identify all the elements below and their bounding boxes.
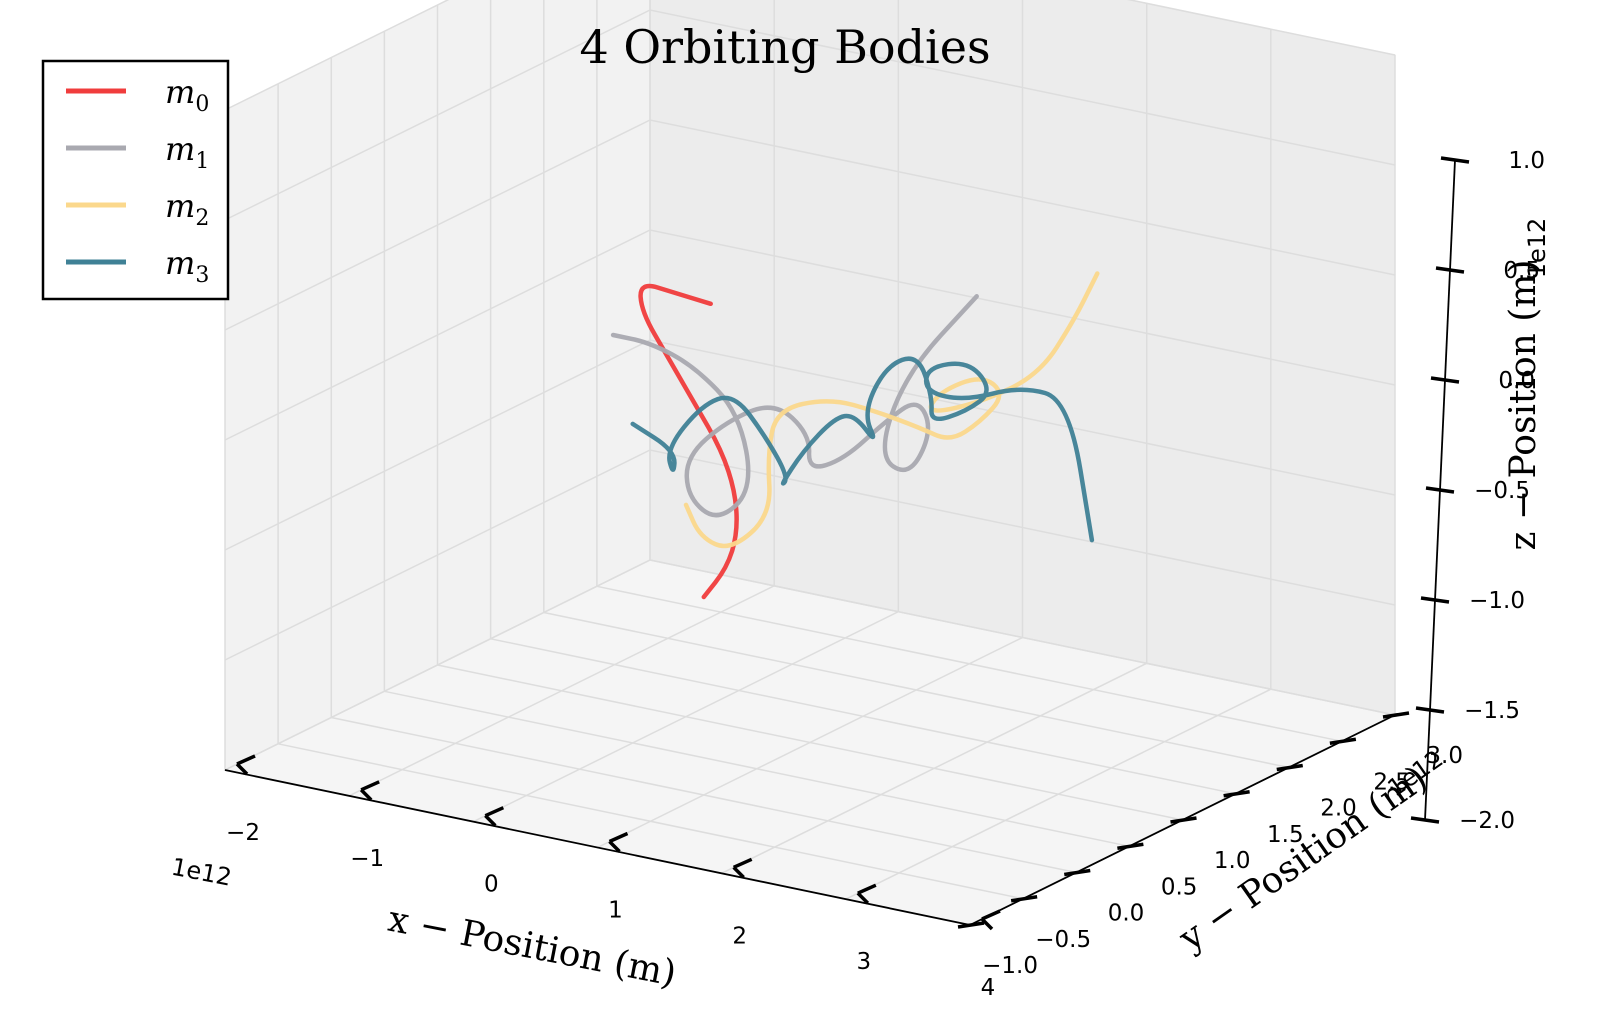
z-axis-label: z − Position (m) (1503, 260, 1544, 551)
y-tick-label: 2.5 (1373, 769, 1410, 795)
y-tick-label: 0.5 (1161, 874, 1198, 900)
x-tick-label: −1 (350, 846, 384, 872)
x-tick-label: 2 (732, 923, 747, 949)
series-line-m3 (630, 356, 1095, 543)
grid-line-z (224, 559, 1396, 771)
grid-line-z (224, 0, 1396, 111)
x-tick-inner (360, 780, 380, 792)
y-tick-label: −1.0 (982, 953, 1038, 979)
z-tick-label: −0.5 (1474, 478, 1530, 504)
y-tick-label: −0.5 (1035, 927, 1091, 953)
y-tick (1329, 737, 1357, 745)
y-tick (1010, 895, 1038, 903)
z-tick (1440, 156, 1470, 164)
x-tick-inner (484, 806, 505, 818)
y-tick-label: 2.0 (1320, 796, 1357, 822)
y-tick (1063, 868, 1091, 877)
y-tick-label: 0.0 (1108, 901, 1145, 927)
grid-line-z (224, 339, 1396, 551)
series-line-m2 (683, 271, 1100, 549)
y-tick-label: 1.0 (1214, 848, 1251, 874)
chart-title: 4 Orbiting Bodies (579, 20, 990, 74)
x-axis-label: x − Position (m) (385, 899, 680, 995)
x-tick-inner (981, 909, 1001, 921)
x-tick (732, 866, 745, 879)
grid-line-z (224, 229, 1396, 441)
legend-frame (41, 59, 230, 301)
x-tick-label: 0 (484, 872, 499, 898)
y-tick-label: 3.0 (1426, 743, 1463, 769)
z-tick (1420, 596, 1450, 604)
z-tick-label: 0.5 (1503, 258, 1540, 284)
x-tick-inner (608, 831, 629, 844)
x-offset-text: 1e12 (169, 853, 234, 892)
y-tick-label: 1.5 (1267, 822, 1304, 848)
z-tick (1430, 376, 1460, 384)
z-tick-label: −1.5 (1464, 698, 1520, 724)
y-tick (1170, 816, 1197, 824)
z-tick-label: 1.0 (1508, 148, 1545, 174)
z-offset-text: 1e12 (1523, 218, 1551, 279)
x-tick-inner (732, 857, 753, 869)
z-tick (1425, 486, 1455, 494)
grid-line-z (224, 449, 1396, 661)
series-line-m0 (638, 283, 739, 600)
x-tick (484, 814, 497, 827)
y-tick (957, 921, 985, 929)
x-tick-label: −2 (226, 820, 260, 846)
x-tick (856, 891, 870, 905)
x-tick (980, 917, 994, 931)
z-tick (1435, 266, 1465, 274)
axis-ticks: −2−101234−1.0−0.50.00.51.01.52.02.53.0−2… (226, 148, 1545, 1001)
x-tick-label: 4 (981, 975, 996, 1001)
x-tick (608, 840, 621, 853)
z-tick (1410, 816, 1440, 824)
x-tick (235, 762, 249, 776)
z-tick-label: 0.0 (1498, 368, 1535, 394)
x-tick-label: 1 (608, 898, 623, 924)
z-tick-label: −1.0 (1469, 588, 1525, 614)
y-tick (1382, 711, 1410, 719)
y-tick (1117, 842, 1144, 850)
grid-line-z (224, 9, 1396, 221)
y-tick (1223, 790, 1250, 798)
z-tick (1415, 706, 1445, 714)
x-tick-label: 3 (856, 949, 871, 975)
grid-line-z (224, 119, 1396, 331)
x-tick (359, 788, 373, 802)
z-tick-label: −2.0 (1459, 808, 1515, 834)
x-axis-line (224, 769, 971, 926)
x-tick-inner (857, 883, 877, 895)
x-tick-inner (236, 754, 256, 766)
series-lines (610, 271, 1100, 600)
y-tick (1276, 763, 1304, 772)
